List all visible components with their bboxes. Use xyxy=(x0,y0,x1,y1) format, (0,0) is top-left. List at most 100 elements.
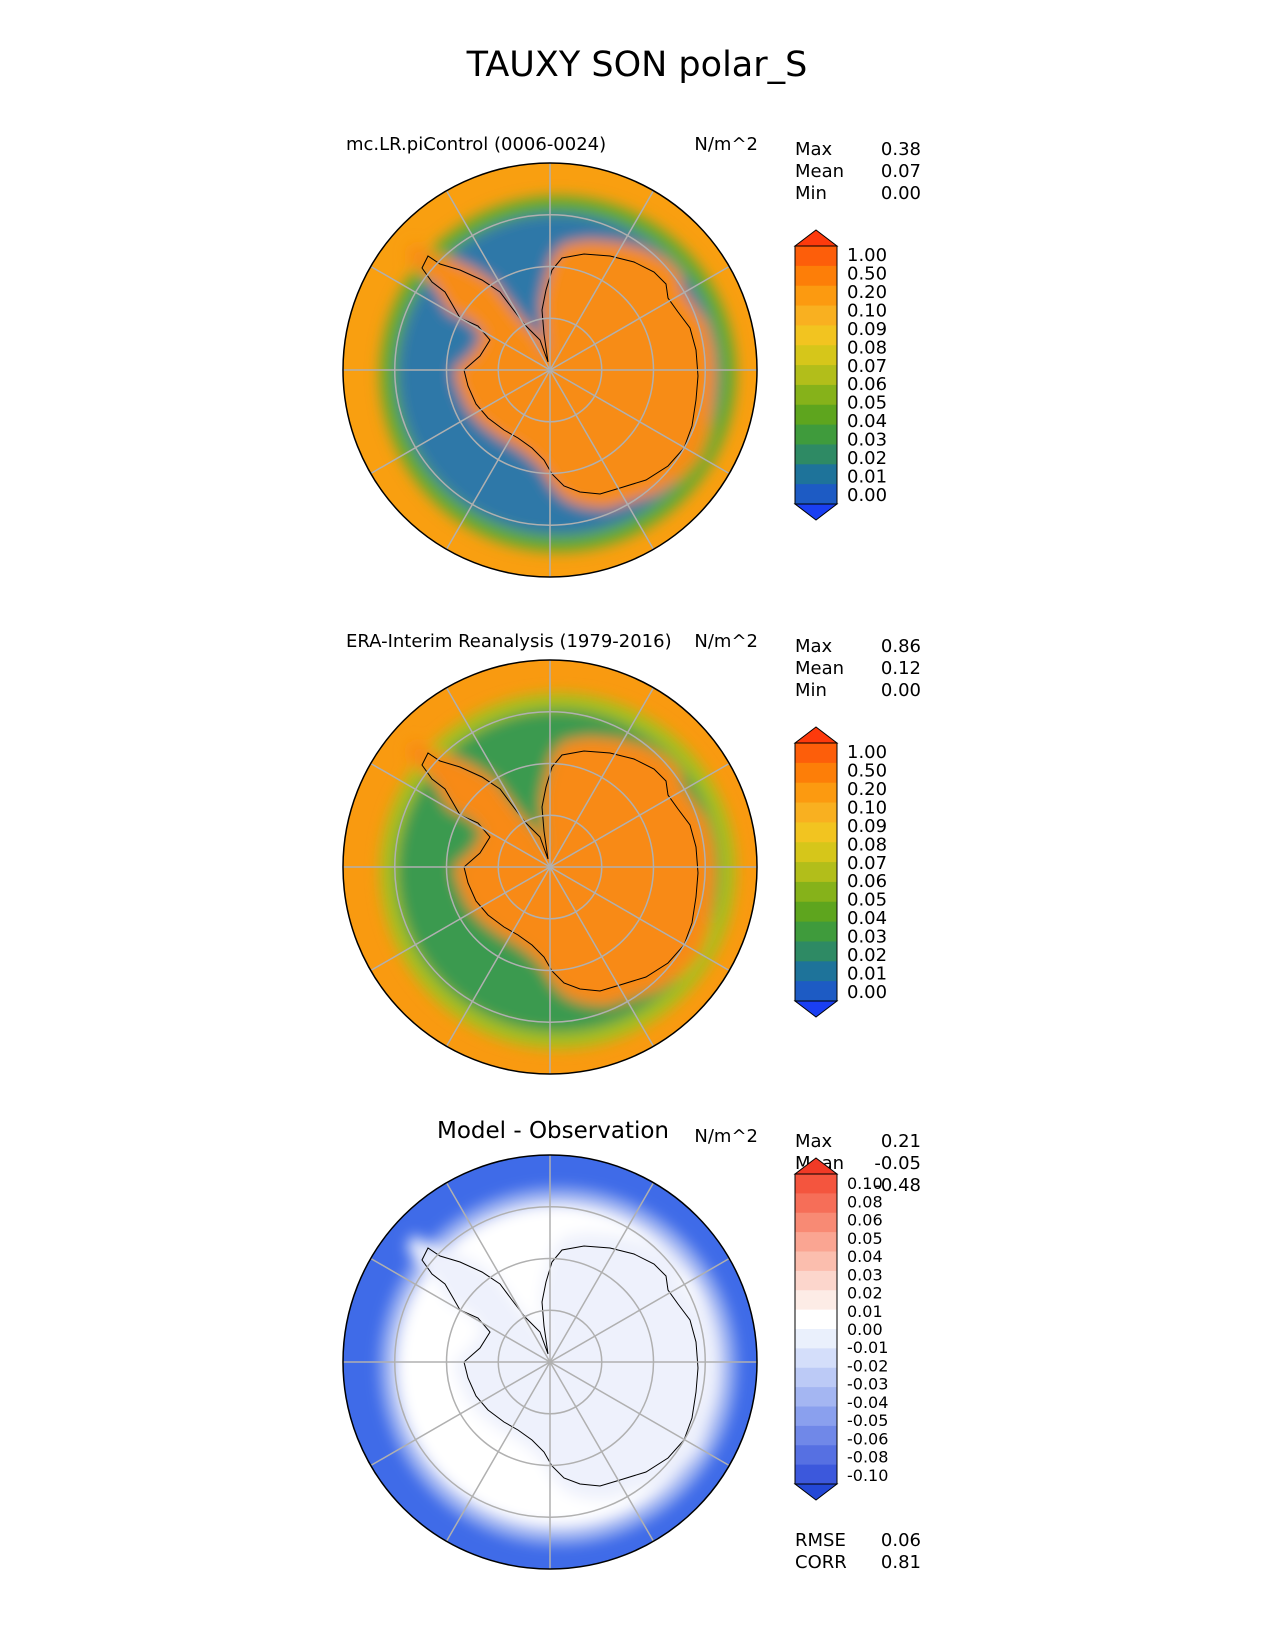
colorbar-tick-label: 0.04 xyxy=(847,1247,883,1266)
colorbar-tick-label: 0.03 xyxy=(847,927,887,948)
stat-value: 0.12 xyxy=(881,658,921,679)
colorbar-segment xyxy=(795,1387,837,1408)
colorbar-tick-label: 1.00 xyxy=(847,742,887,763)
colorbar-segment xyxy=(795,1290,837,1311)
figure-title: TAUXY SON polar_S xyxy=(466,45,808,85)
colorbar-segment xyxy=(795,265,837,287)
colorbar-tick-label: 0.50 xyxy=(847,264,887,285)
colorbar-segment xyxy=(795,802,837,823)
stat-label: Min xyxy=(795,183,827,204)
colorbar-tick-label: 0.06 xyxy=(847,374,887,395)
map-border xyxy=(342,162,758,578)
stat-label: Max xyxy=(795,1131,833,1152)
colorbar-segment xyxy=(795,1309,837,1330)
colorbar-segment xyxy=(795,901,837,923)
colorbar-segment xyxy=(795,1329,837,1349)
colorbar-tick-label: 0.02 xyxy=(847,448,887,469)
colorbar-segment xyxy=(795,1406,837,1427)
colorbar-segment xyxy=(795,743,837,764)
colorbar-tick-label: 0.20 xyxy=(847,282,887,303)
colorbar-outline xyxy=(794,742,838,1002)
colorbar-tick-label: 0.09 xyxy=(847,816,887,837)
colorbar-tick-label: 0.07 xyxy=(847,356,887,377)
colorbar-segment xyxy=(795,941,837,962)
colorbar-tick-label: 0.08 xyxy=(847,337,887,358)
colorbar-segment xyxy=(795,862,837,883)
colorbar-tick-label: -0.05 xyxy=(847,1411,888,1430)
colorbar-segment xyxy=(795,1232,837,1253)
colorbar-tick-label: 0.01 xyxy=(847,466,887,487)
units-label: N/m^2 xyxy=(694,631,758,652)
colorbar-segment xyxy=(795,822,837,843)
colorbar-tick-label: 0.06 xyxy=(847,871,887,892)
colorbar-extend-max xyxy=(793,726,839,744)
graticule-meridian xyxy=(445,687,655,1047)
colorbar-segment xyxy=(795,464,837,485)
metric-value: 0.06 xyxy=(881,1530,921,1551)
units-label: N/m^2 xyxy=(694,134,758,155)
colorbar-tick-label: -0.03 xyxy=(847,1375,888,1394)
colorbar-segment xyxy=(795,424,837,446)
colorbar-tick-label: 0.06 xyxy=(847,1211,883,1230)
stat-label: Max xyxy=(795,139,833,160)
colorbar-segment xyxy=(795,365,837,386)
colorbar-segment xyxy=(795,384,837,406)
colorbar-tick-label: -0.10 xyxy=(847,1466,888,1485)
colorbar-tick-label: 0.05 xyxy=(847,890,887,911)
colorbar-tick-label: 0.07 xyxy=(847,853,887,874)
stat-value: 0.00 xyxy=(881,183,921,204)
colorbar-segment xyxy=(795,981,837,1002)
colorbar-segment xyxy=(795,921,837,943)
colorbar-segment xyxy=(795,1445,837,1466)
land-field xyxy=(406,1232,716,1501)
colorbar-segment xyxy=(795,881,837,903)
colorbar-tick-label: -0.01 xyxy=(847,1338,888,1357)
colorbar-tick-label: 0.09 xyxy=(847,319,887,340)
colorbar-tick-label: 0.02 xyxy=(847,1284,883,1303)
colorbar-tick-label: 0.01 xyxy=(847,963,887,984)
metric-value: 0.81 xyxy=(881,1552,921,1573)
colorbar-tick-label: -0.08 xyxy=(847,1448,888,1467)
stat-value: 0.07 xyxy=(881,161,921,182)
colorbar-tick-label: -0.06 xyxy=(847,1429,888,1448)
colorbar: 1.000.500.200.100.090.080.070.060.050.04… xyxy=(793,726,887,1018)
colorbar-extend-min xyxy=(793,1000,839,1018)
colorbar-tick-label: 0.10 xyxy=(847,1174,883,1193)
stat-value: 0.86 xyxy=(881,636,921,657)
colorbar-segment xyxy=(795,1174,837,1194)
polar-map xyxy=(343,660,757,1074)
map-border xyxy=(342,659,758,1075)
colorbar-segment xyxy=(795,1212,837,1233)
graticule-meridian xyxy=(445,1182,655,1542)
colorbar-segment xyxy=(795,1367,837,1388)
stat-value: -0.48 xyxy=(874,1175,921,1196)
colorbar-tick-label: 0.08 xyxy=(847,834,887,855)
colorbar-tick-label: 0.02 xyxy=(847,945,887,966)
colorbar-segment xyxy=(795,1464,837,1485)
colorbar-tick-label: 0.08 xyxy=(847,1192,883,1211)
colorbar-tick-label: 0.00 xyxy=(847,485,887,506)
stat-value: -0.05 xyxy=(874,1153,921,1174)
colorbar-segment xyxy=(795,961,837,982)
colorbar-segment xyxy=(795,484,837,505)
map-border xyxy=(342,1154,758,1570)
colorbar-tick-label: 0.05 xyxy=(847,393,887,414)
colorbar-segment xyxy=(795,404,837,426)
panel-title: mc.LR.piControl (0006-0024) xyxy=(346,134,606,155)
colorbar-tick-label: 0.05 xyxy=(847,1229,883,1248)
colorbar-extend-min xyxy=(793,503,839,521)
units-label: N/m^2 xyxy=(694,1126,758,1147)
colorbar-tick-label: 0.01 xyxy=(847,1302,883,1321)
colorbar-extend-min xyxy=(793,1483,839,1501)
metric-label: RMSE xyxy=(795,1530,846,1551)
colorbar-tick-label: 0.00 xyxy=(847,982,887,1003)
colorbar-segment xyxy=(795,325,837,346)
panel-title: Model - Observation xyxy=(437,1118,669,1144)
colorbar-tick-label: 0.04 xyxy=(847,908,887,929)
polar-map xyxy=(343,1155,757,1569)
stat-label: Min xyxy=(795,680,827,701)
colorbar-segment xyxy=(795,444,837,465)
colorbar: 0.100.080.060.050.040.030.020.010.00-0.0… xyxy=(793,1157,888,1501)
colorbar-tick-label: 0.10 xyxy=(847,798,887,819)
stat-value: 0.38 xyxy=(881,139,921,160)
